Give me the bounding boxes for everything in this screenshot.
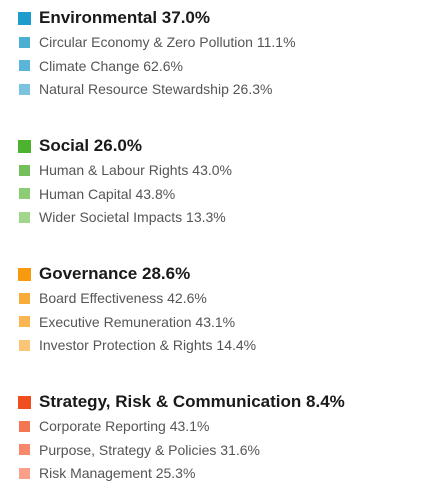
swatch	[19, 467, 30, 479]
label: Human & Labour Rights 43.0%	[39, 162, 232, 178]
label: Strategy, Risk & Communication 8.4%	[39, 392, 345, 411]
label: Board Effectiveness 42.6%	[39, 290, 207, 306]
label: Purpose, Strategy & Policies 31.6%	[39, 441, 261, 458]
swatch	[19, 211, 30, 223]
label: Natural Resource Stewardship 26.3%	[39, 81, 273, 97]
label: Wider Societal Impacts 13.3%	[39, 209, 226, 225]
label: Climate Change 62.6%	[39, 57, 183, 74]
group-item: Risk Management 25.3%	[18, 463, 195, 483]
swatch	[19, 36, 30, 48]
swatch	[18, 395, 31, 409]
group-title: Social 26.0%	[18, 136, 142, 156]
group-item: Executive Remuneration 43.1%	[18, 312, 235, 332]
group-title: Strategy, Risk & Communication 8.4%	[18, 392, 345, 412]
label: Executive Remuneration 43.1%	[39, 313, 236, 330]
label: Governance 28.6%	[39, 264, 191, 283]
group-item: Purpose, Strategy & Policies 31.6%	[18, 440, 260, 460]
group-item: Corporate Reporting 43.1%	[18, 416, 209, 436]
group-title: Governance 28.6%	[18, 264, 190, 284]
group-item: Board Effectiveness 42.6%	[18, 288, 207, 308]
swatch	[19, 444, 30, 455]
swatch	[18, 139, 31, 153]
group-item: Climate Change 62.6%	[18, 56, 183, 76]
swatch	[19, 420, 30, 432]
group-title: Environmental 37.0%	[18, 8, 210, 28]
swatch	[19, 339, 30, 351]
label: Social 26.0%	[39, 136, 143, 155]
swatch	[19, 60, 30, 71]
group-item: Wider Societal Impacts 13.3%	[18, 207, 226, 227]
label: Circular Economy & Zero Pollution 11.1%	[39, 34, 296, 50]
swatch	[18, 267, 31, 281]
label: Environmental 37.0%	[39, 8, 211, 27]
label: Human Capital 43.8%	[39, 185, 176, 202]
swatch	[19, 188, 30, 199]
swatch	[18, 11, 31, 25]
swatch	[19, 292, 30, 304]
group-item: Human & Labour Rights 43.0%	[18, 160, 232, 180]
group-item: Circular Economy & Zero Pollution 11.1%	[18, 32, 296, 52]
swatch	[19, 83, 30, 95]
label: Investor Protection & Rights 14.4%	[39, 337, 257, 353]
label: Risk Management 25.3%	[39, 465, 196, 481]
swatch	[19, 164, 30, 176]
swatch	[19, 316, 30, 327]
group-item: Investor Protection & Rights 14.4%	[18, 335, 256, 355]
label: Corporate Reporting 43.1%	[39, 418, 210, 434]
group-item: Natural Resource Stewardship 26.3%	[18, 79, 272, 99]
group-item: Human Capital 43.8%	[18, 184, 175, 204]
